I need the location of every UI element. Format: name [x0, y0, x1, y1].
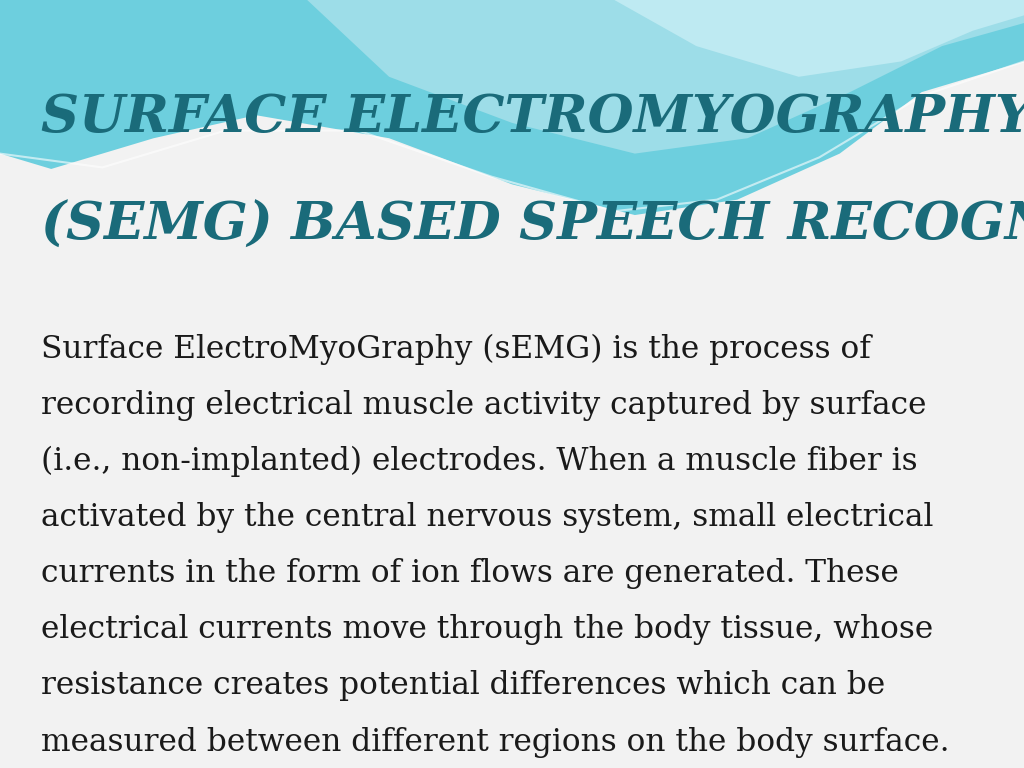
Text: Surface ElectroMyoGraphy (sEMG) is the process of: Surface ElectroMyoGraphy (sEMG) is the p…	[41, 334, 870, 366]
Polygon shape	[0, 0, 1024, 215]
Text: currents in the form of ion flows are generated. These: currents in the form of ion flows are ge…	[41, 558, 899, 589]
Polygon shape	[614, 0, 1024, 77]
Text: measured between different regions on the body surface.: measured between different regions on th…	[41, 727, 949, 757]
Text: activated by the central nervous system, small electrical: activated by the central nervous system,…	[41, 502, 933, 533]
Text: resistance creates potential differences which can be: resistance creates potential differences…	[41, 670, 885, 701]
Text: (i.e., non-implanted) electrodes. When a muscle fiber is: (i.e., non-implanted) electrodes. When a…	[41, 446, 918, 478]
Text: (SEMG) BASED SPEECH RECOGNITION: (SEMG) BASED SPEECH RECOGNITION	[41, 200, 1024, 250]
Polygon shape	[307, 0, 1024, 154]
Text: recording electrical muscle activity captured by surface: recording electrical muscle activity cap…	[41, 390, 927, 421]
Text: SURFACE ELECTROMYOGRAPHY: SURFACE ELECTROMYOGRAPHY	[41, 92, 1024, 143]
Text: electrical currents move through the body tissue, whose: electrical currents move through the bod…	[41, 614, 933, 645]
